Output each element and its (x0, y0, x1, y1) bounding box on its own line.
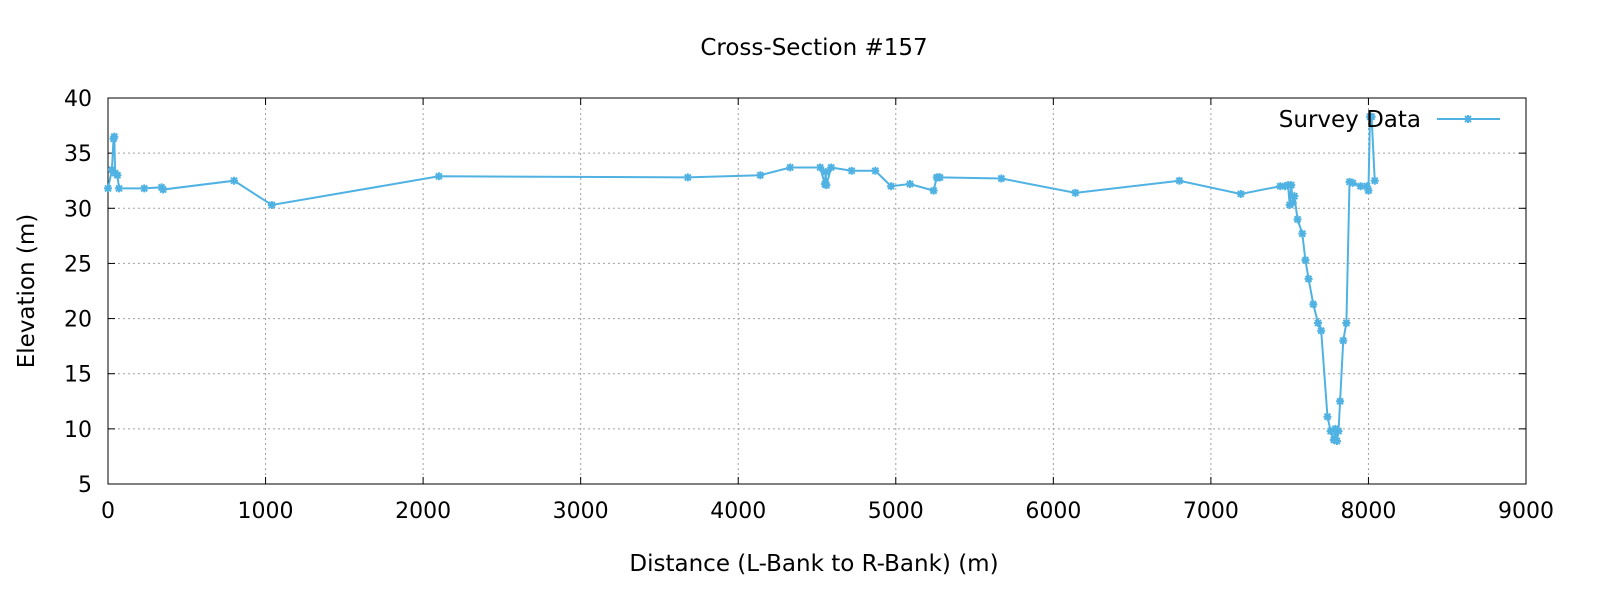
data-point (929, 186, 938, 195)
data-point (1175, 176, 1184, 185)
data-point (1314, 318, 1323, 327)
data-point (871, 166, 880, 175)
data-point (1298, 229, 1307, 238)
data-point (115, 184, 124, 193)
x-tick-label: 8000 (1340, 499, 1396, 524)
data-point (1290, 192, 1299, 201)
data-point (905, 180, 914, 189)
data-point (159, 185, 168, 194)
series-line-survey-data (107, 115, 1376, 442)
x-tick-label: 6000 (1025, 499, 1081, 524)
x-axis-title: Distance (L-Bank to R-Bank) (m) (629, 551, 998, 577)
y-tick-label: 30 (64, 197, 92, 222)
data-point (822, 181, 831, 190)
grid (108, 98, 1526, 484)
data-point (1280, 182, 1289, 191)
data-point (1293, 215, 1302, 224)
data-point (847, 166, 856, 175)
x-tick-label: 4000 (710, 499, 766, 524)
data-point (1339, 336, 1348, 345)
data-point (821, 167, 830, 176)
data-point (1329, 435, 1338, 444)
legend-marker (1464, 115, 1472, 123)
data-point (1236, 189, 1245, 198)
data-point (683, 173, 692, 182)
data-point (110, 132, 119, 141)
y-tick-label: 10 (64, 418, 92, 443)
y-tick-label: 15 (64, 363, 92, 388)
data-point (1334, 427, 1343, 436)
data-point (113, 171, 122, 180)
chart-title: Cross-Section #157 (700, 35, 927, 61)
data-point (1336, 397, 1345, 406)
legend-label-survey-data: Survey Data (1279, 107, 1421, 133)
plot-frame (107, 97, 1527, 485)
legend: Survey Data (1279, 107, 1500, 133)
data-point (1071, 188, 1080, 197)
data-point (1323, 412, 1332, 421)
y-axis-title: Elevation (m) (14, 214, 40, 369)
data-point (1332, 436, 1341, 445)
x-tick-label: 2000 (395, 499, 451, 524)
axis-ticks (107, 97, 1527, 485)
y-tick-label: 40 (64, 87, 92, 112)
data-point (1345, 177, 1354, 186)
data-point (1364, 186, 1373, 195)
data-point (1326, 427, 1335, 436)
x-tick-label: 3000 (553, 499, 609, 524)
data-point (1317, 326, 1326, 335)
tick-labels: 0 1000 2000 3000 4000 5000 6000 7000 8000 9000 5 10… (64, 87, 1554, 524)
data-point (1370, 176, 1379, 185)
data-point (434, 172, 443, 181)
data-point (1304, 274, 1313, 283)
series-group (104, 112, 1379, 445)
y-tick-label: 25 (64, 252, 92, 277)
data-point (827, 163, 836, 172)
data-point (1287, 181, 1296, 190)
data-point (786, 163, 795, 172)
data-point (230, 176, 239, 185)
data-point (887, 182, 896, 191)
data-point (267, 200, 276, 209)
data-point (1288, 198, 1297, 207)
data-point (107, 165, 116, 174)
y-tick-label: 5 (78, 473, 92, 498)
data-point (1301, 256, 1310, 265)
data-point (1367, 112, 1376, 121)
x-tick-label: 9000 (1498, 499, 1554, 524)
data-point (104, 184, 112, 193)
x-tick-label: 0 (101, 499, 115, 524)
x-tick-label: 1000 (238, 499, 294, 524)
data-point (756, 171, 765, 180)
y-tick-label: 35 (64, 142, 92, 167)
data-point (997, 174, 1006, 183)
y-tick-label: 20 (64, 308, 92, 333)
data-point (1348, 178, 1357, 187)
data-point (1309, 300, 1318, 309)
data-point (140, 184, 149, 193)
x-tick-label: 7000 (1183, 499, 1239, 524)
data-point (1276, 182, 1285, 191)
data-point (935, 173, 944, 182)
data-point (1342, 318, 1351, 327)
data-point (1362, 182, 1371, 191)
data-point (816, 163, 825, 172)
data-point (1356, 182, 1365, 191)
x-tick-label: 5000 (868, 499, 924, 524)
